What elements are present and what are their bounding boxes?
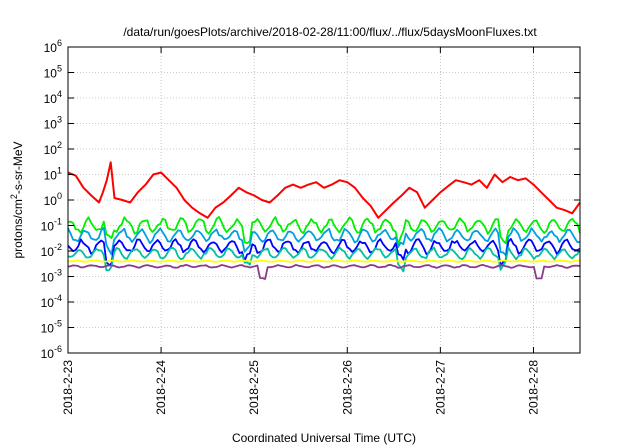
y-tick-label: 106 — [44, 38, 62, 55]
y-tick-label: 10-5 — [41, 319, 62, 336]
series-line-6 — [67, 263, 581, 280]
series-line-1 — [67, 216, 581, 246]
y-tick-label: 101 — [44, 166, 62, 183]
grid — [68, 47, 580, 353]
series-line-5 — [67, 259, 581, 263]
series-line-2 — [67, 226, 581, 256]
y-axis-label: protons/cm2-s-sr-MeV — [9, 141, 25, 258]
x-tick-label: 2018-2-26 — [340, 360, 354, 415]
y-tick-label: 10-6 — [41, 344, 62, 361]
y-tick-label: 10-1 — [41, 217, 62, 234]
y-tick-labels: 10-6 10-5 10-4 10-3 10-2 10-1 100 101 102 103 104 1… — [41, 38, 580, 361]
y-tick-label: 10-3 — [41, 268, 62, 285]
x-tick-label: 2018-2-24 — [154, 360, 168, 415]
x-tick-label: 2018-2-28 — [526, 360, 540, 415]
series-group — [67, 161, 581, 280]
series-line-4 — [67, 246, 581, 273]
y-tick-label: 103 — [44, 115, 62, 132]
y-tick-label: 102 — [44, 140, 62, 157]
x-tick-labels: 2018-2-23 2018-2-24 2018-2-25 2018-2-26 2018… — [61, 47, 540, 415]
y-tick-label: 10-2 — [41, 242, 62, 259]
series-line-3 — [67, 238, 581, 267]
x-tick-label: 2018-2-27 — [433, 360, 447, 415]
y-tick-label: 105 — [44, 64, 62, 81]
y-tick-label: 104 — [44, 89, 62, 106]
x-axis-label: Coordinated Universal Time (UTC) — [232, 431, 416, 445]
chart-title: /data/run/goesPlots/archive/2018-02-28/1… — [123, 25, 537, 39]
y-tick-label: 100 — [44, 191, 62, 208]
x-tick-label: 2018-2-25 — [247, 360, 261, 415]
x-tick-label: 2018-2-23 — [61, 360, 75, 415]
y-tick-label: 10-4 — [41, 293, 62, 310]
series-line-0 — [67, 161, 581, 219]
